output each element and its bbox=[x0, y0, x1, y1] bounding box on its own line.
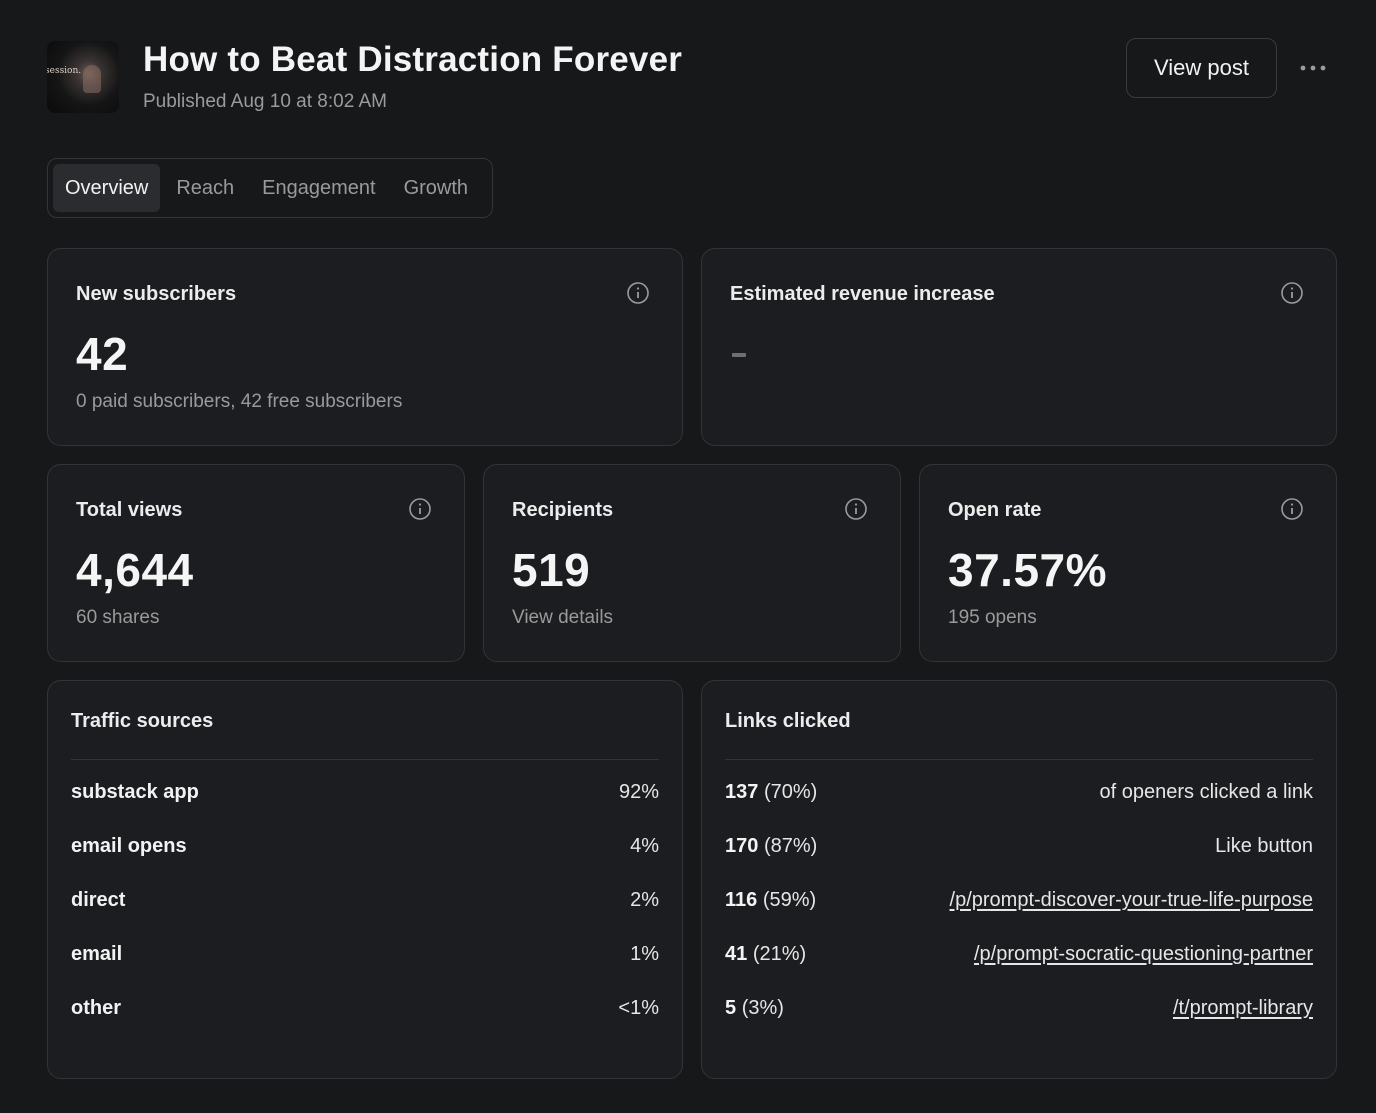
tab-bar: Overview Reach Engagement Growth bbox=[47, 158, 493, 218]
info-icon[interactable] bbox=[1280, 497, 1304, 521]
card-label: Estimated revenue increase bbox=[730, 283, 995, 305]
page-title: How to Beat Distraction Forever bbox=[143, 40, 683, 79]
source-percent: 4% bbox=[630, 835, 659, 857]
more-horizontal-icon[interactable] bbox=[1297, 55, 1329, 81]
link-url[interactable]: /t/prompt-library bbox=[1172, 997, 1313, 1019]
click-percent: (3%) bbox=[741, 997, 784, 1019]
click-number: 41 bbox=[725, 943, 748, 965]
click-number: 137 bbox=[725, 781, 759, 803]
traffic-source-row: other <1% bbox=[71, 997, 659, 1051]
source-percent: <1% bbox=[618, 997, 659, 1019]
empty-value-dash bbox=[732, 353, 746, 357]
tab-overview[interactable]: Overview bbox=[53, 164, 161, 212]
click-count: 170 (87%) bbox=[725, 835, 817, 858]
click-count: 116 (59%) bbox=[725, 889, 816, 912]
click-count: 5 (3%) bbox=[725, 997, 784, 1020]
recipients-value: 519 bbox=[512, 544, 591, 596]
links-clicked-title: Links clicked bbox=[725, 710, 851, 732]
info-icon[interactable] bbox=[408, 497, 432, 521]
click-percent: (59%) bbox=[762, 889, 817, 911]
source-name: other bbox=[71, 997, 121, 1019]
click-percent: (21%) bbox=[752, 943, 807, 965]
subscriber-breakdown: 0 paid subscribers, 42 free subscribers bbox=[76, 391, 403, 412]
tab-engagement[interactable]: Engagement bbox=[262, 176, 376, 199]
divider bbox=[71, 759, 659, 760]
open-rate-value: 37.57% bbox=[948, 544, 1108, 596]
card-label: Total views bbox=[76, 499, 183, 521]
opens-count: 195 opens bbox=[948, 607, 1037, 628]
link-row: 5 (3%) /t/prompt-library bbox=[725, 997, 1313, 1051]
click-count: 137 (70%) bbox=[725, 781, 817, 804]
traffic-sources-title: Traffic sources bbox=[71, 710, 214, 732]
info-icon[interactable] bbox=[844, 497, 868, 521]
link-url[interactable]: /p/prompt-discover-your-true-life-purpos… bbox=[949, 889, 1313, 911]
post-thumbnail: session. bbox=[47, 41, 119, 113]
click-number: 116 bbox=[725, 889, 758, 911]
source-percent: 1% bbox=[630, 943, 659, 965]
links-clicked-card: Links clicked 137 (70%) of openers click… bbox=[701, 680, 1337, 1079]
click-number: 170 bbox=[725, 835, 759, 857]
traffic-source-row: substack app 92% bbox=[71, 781, 659, 835]
source-name: email opens bbox=[71, 835, 187, 857]
traffic-source-row: email opens 4% bbox=[71, 835, 659, 889]
thumbnail-figure bbox=[83, 65, 101, 93]
link-row: 41 (21%) /p/prompt-socratic-questioning-… bbox=[725, 943, 1313, 997]
traffic-source-row: email 1% bbox=[71, 943, 659, 997]
link-description: Like button bbox=[1215, 835, 1313, 857]
recipients-card: Recipients 519 View details bbox=[483, 464, 901, 662]
card-label: New subscribers bbox=[76, 283, 237, 305]
source-name: substack app bbox=[71, 781, 199, 803]
link-row: 137 (70%) of openers clicked a link bbox=[725, 781, 1313, 835]
click-count: 41 (21%) bbox=[725, 943, 806, 966]
total-views-value: 4,644 bbox=[76, 544, 194, 596]
click-percent: (70%) bbox=[763, 781, 818, 803]
tab-reach[interactable]: Reach bbox=[176, 176, 235, 199]
new-subscribers-card: New subscribers 42 0 paid subscribers, 4… bbox=[47, 248, 683, 446]
source-name: direct bbox=[71, 889, 126, 911]
source-percent: 2% bbox=[630, 889, 659, 911]
shares-count: 60 shares bbox=[76, 607, 160, 628]
traffic-sources-card: Traffic sources substack app 92% email o… bbox=[47, 680, 683, 1079]
info-icon[interactable] bbox=[1280, 281, 1304, 305]
new-subscribers-value: 42 bbox=[76, 328, 129, 380]
source-percent: 92% bbox=[618, 781, 659, 803]
links-clicked-list: 137 (70%) of openers clicked a link 170 … bbox=[725, 781, 1313, 1051]
info-icon[interactable] bbox=[626, 281, 650, 305]
tab-growth[interactable]: Growth bbox=[403, 176, 469, 199]
link-description: of openers clicked a link bbox=[1099, 781, 1313, 803]
link-url[interactable]: /p/prompt-socratic-questioning-partner bbox=[973, 943, 1313, 965]
estimated-revenue-card: Estimated revenue increase bbox=[701, 248, 1337, 446]
thumbnail-text: session. bbox=[47, 66, 82, 76]
traffic-sources-list: substack app 92% email opens 4% direct 2… bbox=[71, 781, 659, 1051]
link-row: 170 (87%) Like button bbox=[725, 835, 1313, 889]
view-details-link[interactable]: View details bbox=[512, 607, 614, 628]
click-percent: (87%) bbox=[763, 835, 818, 857]
card-label: Recipients bbox=[512, 499, 614, 521]
link-row: 116 (59%) /p/prompt-discover-your-true-l… bbox=[725, 889, 1313, 943]
view-post-button[interactable]: View post bbox=[1126, 38, 1277, 98]
total-views-card: Total views 4,644 60 shares bbox=[47, 464, 465, 662]
divider bbox=[725, 759, 1313, 760]
open-rate-card: Open rate 37.57% 195 opens bbox=[919, 464, 1337, 662]
traffic-source-row: direct 2% bbox=[71, 889, 659, 943]
source-name: email bbox=[71, 943, 123, 965]
card-label: Open rate bbox=[948, 499, 1042, 521]
published-date: Published Aug 10 at 8:02 AM bbox=[143, 91, 388, 112]
click-number: 5 bbox=[725, 997, 737, 1019]
post-header: session. How to Beat Distraction Forever… bbox=[47, 38, 1337, 116]
